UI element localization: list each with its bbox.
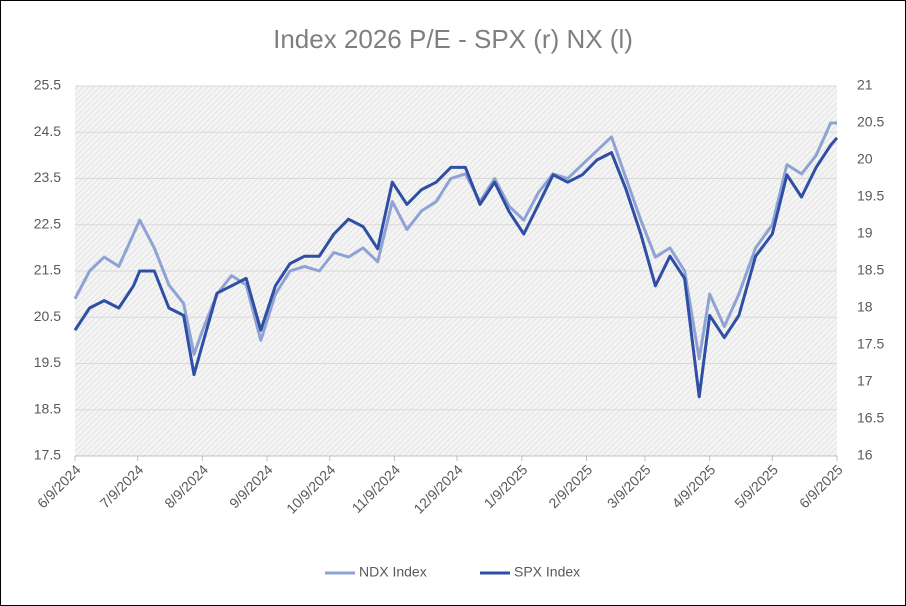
y-tick-label: 22.5 bbox=[34, 215, 61, 231]
y2-tick-label: 20.5 bbox=[857, 114, 884, 130]
series-line bbox=[73, 136, 839, 399]
y2-tick-label: 19 bbox=[857, 225, 873, 241]
y-tick-label: 24.5 bbox=[34, 123, 61, 139]
chart-title: Index 2026 P/E - SPX (r) NX (l) bbox=[273, 24, 633, 54]
y2-tick-label: 16.5 bbox=[857, 410, 884, 426]
y2-tick-label: 17 bbox=[857, 373, 873, 389]
y2-tick-label: 18.5 bbox=[857, 262, 884, 278]
y-tick-label: 21.5 bbox=[34, 262, 61, 278]
y-tick-label: 23.5 bbox=[34, 169, 61, 185]
y2-tick-label: 21 bbox=[857, 77, 873, 93]
y2-tick-label: 17.5 bbox=[857, 336, 884, 352]
y2-tick-label: 18 bbox=[857, 299, 873, 315]
y-tick-label: 17.5 bbox=[34, 447, 61, 463]
series-line bbox=[73, 121, 837, 361]
y2-tick-label: 19.5 bbox=[857, 188, 884, 204]
legend-label: SPX Index bbox=[514, 564, 580, 580]
y-tick-label: 19.5 bbox=[34, 354, 61, 370]
y2-tick-label: 16 bbox=[857, 447, 873, 463]
y2-tick-label: 20 bbox=[857, 151, 873, 167]
legend-label: NDX Index bbox=[359, 564, 427, 580]
y-tick-label: 18.5 bbox=[34, 400, 61, 416]
y-tick-label: 20.5 bbox=[34, 308, 61, 324]
y-tick-label: 25.5 bbox=[34, 77, 61, 93]
